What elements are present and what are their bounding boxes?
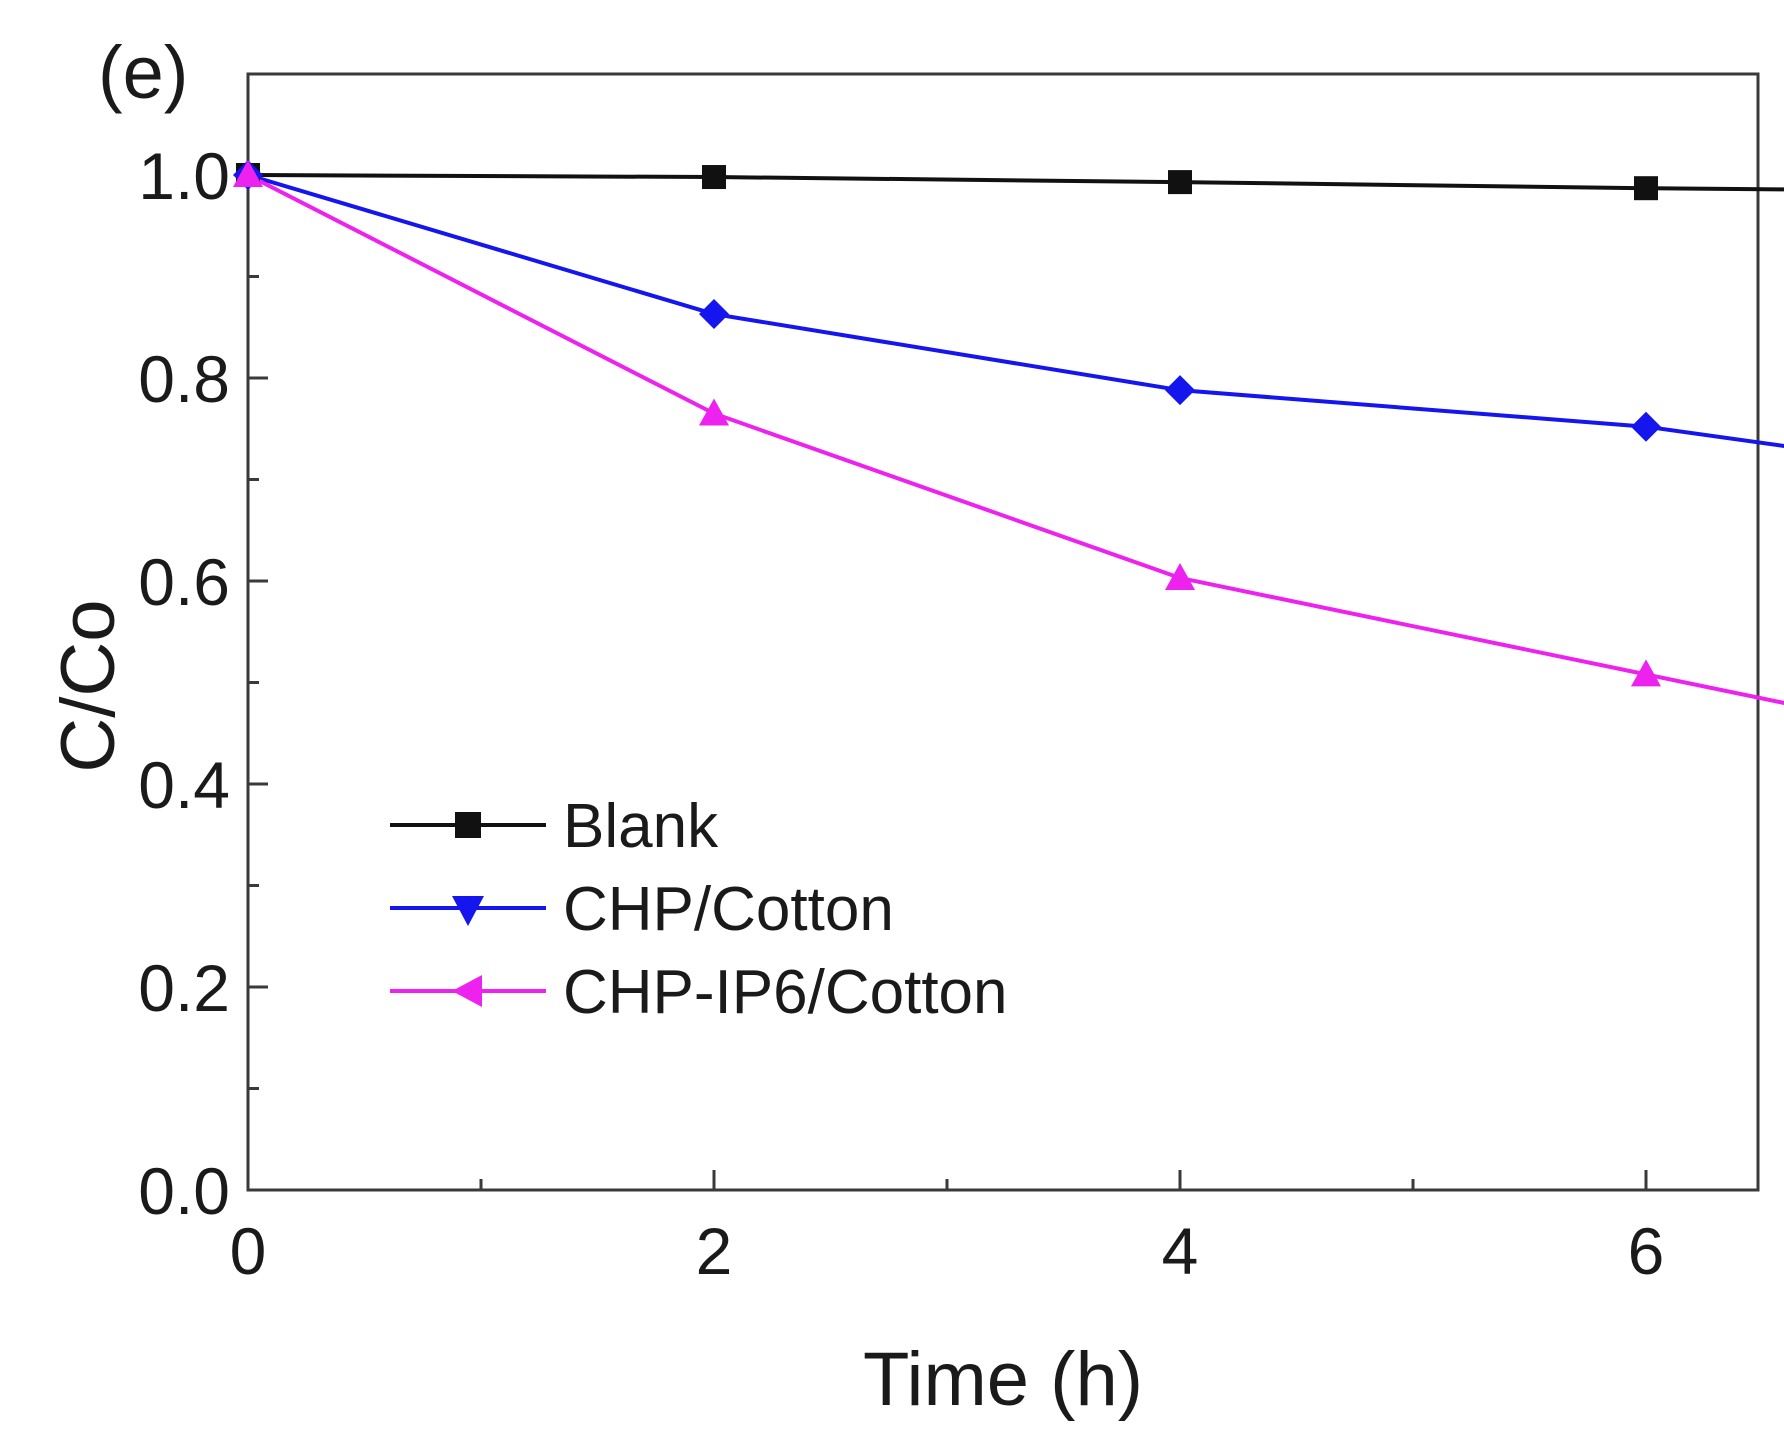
data-point-blank-2 bbox=[1168, 170, 1192, 195]
data-point-chp-ip6-cotton-1 bbox=[699, 398, 729, 426]
y-tick-label-0.0: 0.0 bbox=[138, 1154, 230, 1228]
legend-label-chp-cotton: CHP/Cotton bbox=[563, 875, 894, 944]
y-axis-title: C/Co bbox=[46, 599, 131, 772]
legend-label-blank: Blank bbox=[563, 792, 719, 861]
legend: Blank CHP/Cotton CHP-IP6/Cotton bbox=[390, 792, 1008, 1027]
legend-label-chp-ip6-cotton: CHP-IP6/Cotton bbox=[563, 958, 1008, 1027]
legend-marker-chp-cotton bbox=[452, 896, 484, 926]
data-point-chp-cotton-1 bbox=[699, 299, 729, 330]
y-tick-label-0.2: 0.2 bbox=[138, 951, 230, 1025]
x-tick-label-4: 4 bbox=[1162, 1214, 1199, 1288]
x-tick-label-0: 0 bbox=[230, 1214, 267, 1288]
x-axis-title: Time (h) bbox=[863, 1337, 1143, 1422]
x-tick-label-6: 6 bbox=[1628, 1214, 1665, 1288]
data-point-chp-ip6-cotton-3 bbox=[1631, 659, 1661, 687]
y-tick-label-0.6: 0.6 bbox=[138, 545, 230, 619]
y-tick-label-0.8: 0.8 bbox=[138, 342, 230, 416]
series-lines bbox=[247, 173, 1784, 705]
y-tick-label-0.4: 0.4 bbox=[138, 748, 230, 822]
data-point-chp-cotton-2 bbox=[1165, 375, 1195, 406]
data-point-chp-ip6-cotton-0 bbox=[233, 160, 263, 187]
plot-frame bbox=[246, 72, 1760, 1192]
data-point-chp-cotton-3 bbox=[1631, 411, 1661, 442]
panel-label: (e) bbox=[98, 31, 188, 114]
axis-tick-labels: 0246810120.00.20.40.60.81.0 bbox=[138, 139, 1665, 1288]
data-point-chp-ip6-cotton-2 bbox=[1165, 562, 1195, 590]
series-line-chp-ip6-cotton bbox=[247, 173, 1784, 705]
axis-ticks bbox=[246, 173, 1648, 1192]
x-tick-label-2: 2 bbox=[696, 1214, 733, 1288]
legend-marker-blank bbox=[455, 812, 481, 838]
data-point-blank-3 bbox=[1634, 176, 1658, 201]
series-markers bbox=[233, 160, 1661, 687]
data-point-blank-1 bbox=[702, 165, 726, 190]
legend-marker-chp-ip6-cotton bbox=[452, 975, 482, 1007]
series-line-blank bbox=[247, 173, 1784, 192]
y-tick-label-1.0: 1.0 bbox=[138, 139, 230, 213]
